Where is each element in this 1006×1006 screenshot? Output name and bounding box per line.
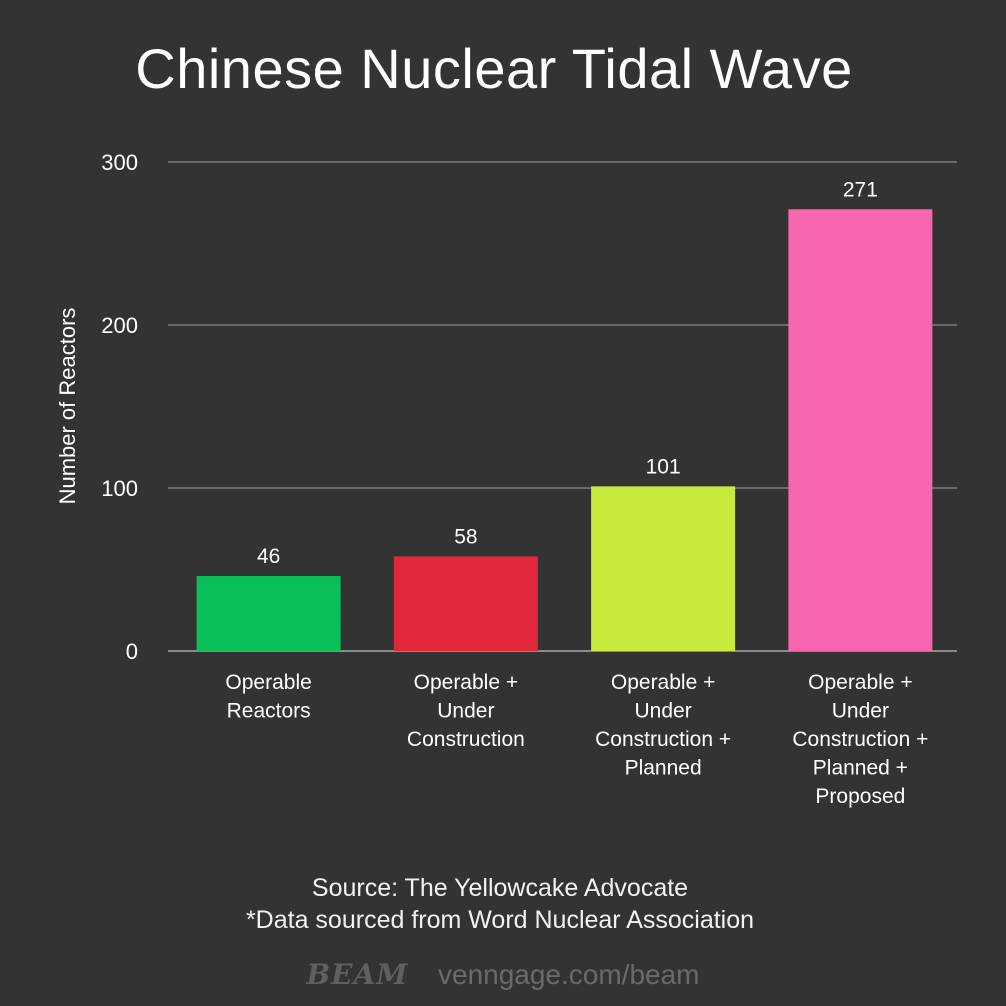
- x-tick-label: Operable +: [808, 671, 913, 694]
- y-tick-labels: 0 100 200 300: [101, 150, 138, 664]
- source-line: Source: The Yellowcake Advocate: [311, 874, 689, 902]
- x-tick-label: Under: [635, 700, 692, 723]
- bar: [788, 209, 933, 651]
- x-tick-labels: Operable Reactors Operable + Under Construct…: [225, 671, 928, 808]
- value-label: 101: [646, 455, 681, 478]
- x-tick-label: Operable +: [414, 671, 519, 694]
- x-tick-label: Proposed: [815, 785, 905, 808]
- x-tick-label: Planned +: [813, 757, 908, 780]
- value-label: 46: [257, 545, 280, 568]
- x-tick-label: Under: [832, 700, 889, 723]
- x-tick-label: Reactors: [227, 700, 311, 723]
- beam-logo: BEAM: [306, 958, 409, 991]
- value-label: 58: [454, 525, 477, 548]
- chart-title: Chinese Nuclear Tidal Wave: [135, 37, 853, 100]
- source-note: *Data sourced from Word Nuclear Associat…: [245, 906, 755, 934]
- value-labels: 46 58 101 271: [257, 178, 878, 568]
- x-tick-label: Construction: [407, 728, 525, 751]
- value-label: 271: [843, 178, 878, 201]
- y-tick-label: 0: [126, 639, 138, 664]
- x-tick-label: Construction +: [595, 728, 731, 751]
- x-tick-label: Operable +: [611, 671, 716, 694]
- x-tick-label: Operable: [225, 671, 311, 694]
- footer-link[interactable]: venngage.com/beam: [438, 959, 700, 990]
- y-tick-label: 300: [101, 150, 138, 175]
- footer: BEAM venngage.com/beam: [0, 958, 1006, 991]
- bars: [196, 209, 933, 651]
- y-tick-label: 100: [101, 476, 138, 501]
- bar: [393, 556, 538, 651]
- y-tick-label: 200: [101, 313, 138, 338]
- y-axis-label: Number of Reactors: [55, 308, 80, 505]
- bar: [196, 576, 341, 651]
- x-tick-label: Construction +: [792, 728, 928, 751]
- x-tick-label: Under: [437, 700, 494, 723]
- x-tick-label: Planned: [625, 757, 702, 780]
- bar: [591, 486, 736, 651]
